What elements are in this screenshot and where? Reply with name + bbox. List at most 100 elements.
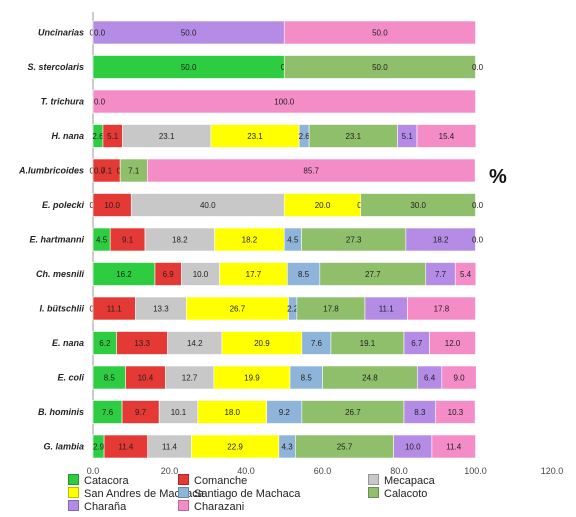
data-label: 2.6: [299, 132, 311, 141]
legend-swatch: [68, 487, 79, 498]
data-label: 8.5: [298, 270, 310, 279]
data-label: 13.3: [153, 305, 169, 314]
data-label: 0.0: [472, 63, 484, 72]
category-label: T. trichura: [41, 97, 84, 107]
data-label: 23.1: [247, 132, 263, 141]
data-label: 9.1: [122, 236, 134, 245]
x-tick-label: 100.0: [464, 466, 487, 476]
data-label: 50.0: [372, 63, 388, 72]
data-label: 9.2: [279, 408, 291, 417]
data-label: 18.2: [242, 236, 258, 245]
x-tick-label: 120.0: [541, 466, 564, 476]
legend-swatch: [178, 487, 189, 498]
category-labels: Uncinarias S. stercolaris T. trichura H. na…: [18, 28, 85, 452]
category-label: Ch. mesnili: [36, 269, 85, 279]
data-label: 6.9: [163, 270, 175, 279]
data-label: 6.7: [411, 339, 423, 348]
data-label: 17.7: [246, 270, 262, 279]
data-label: 6.2: [99, 339, 111, 348]
data-label: 8.3: [414, 408, 426, 417]
data-label: 0.0: [94, 29, 106, 38]
data-label: 8.5: [104, 374, 116, 383]
data-label: 85.7: [303, 167, 319, 176]
data-label: 16.2: [116, 270, 132, 279]
data-label: 7.6: [102, 408, 114, 417]
category-label: B. hominis: [38, 407, 84, 417]
legend-item: Calacoto: [368, 487, 427, 500]
category-label: H. nana: [51, 131, 84, 141]
legend-item: Mecapaca: [368, 474, 435, 487]
data-label: 7.7: [435, 270, 447, 279]
data-label: 26.7: [345, 408, 361, 417]
data-label: 2.6: [92, 132, 104, 141]
legend-item: Catacora: [68, 474, 129, 487]
legend-label: Charaña: [84, 501, 126, 513]
x-tick-label: 20.0: [161, 466, 179, 476]
legend-item: Comanche: [178, 474, 247, 487]
data-label: 5.1: [107, 132, 119, 141]
category-label: Uncinarias: [38, 28, 84, 38]
unit-label: %: [489, 166, 507, 189]
data-label: 12.7: [182, 374, 198, 383]
data-label: 11.1: [379, 305, 395, 314]
legend-item: Charazani: [178, 500, 244, 513]
category-label: E. nana: [52, 338, 84, 348]
category-label: G. lambia: [43, 442, 84, 452]
legend-item: Charaña: [68, 500, 126, 513]
data-label: 18.2: [433, 236, 449, 245]
legend-label: Charazani: [194, 501, 244, 513]
data-label: 10.3: [448, 408, 464, 417]
data-label: 27.3: [346, 236, 362, 245]
legend-swatch: [368, 487, 379, 498]
data-label: 50.0: [181, 29, 197, 38]
legend-label: Catacora: [84, 475, 129, 487]
data-label: 23.1: [159, 132, 175, 141]
data-label: 25.7: [337, 443, 353, 452]
data-label: 2.9: [93, 443, 105, 452]
data-label: 27.7: [365, 270, 381, 279]
data-label: 20.0: [315, 201, 331, 210]
legend-label: Santiago de Machaca: [194, 488, 300, 500]
data-label: 4.3: [282, 443, 294, 452]
data-label: 0.0: [472, 236, 484, 245]
legend-swatch: [68, 474, 79, 485]
data-label: 8.5: [301, 374, 313, 383]
data-label: 7.1: [128, 167, 140, 176]
data-label: 0.0: [94, 98, 106, 107]
data-label: 23.1: [346, 132, 362, 141]
data-label: 10.4: [138, 374, 154, 383]
data-label: 13.3: [134, 339, 150, 348]
data-label: 4.5: [96, 236, 108, 245]
data-label: 100.0: [274, 98, 295, 107]
data-label: 19.1: [360, 339, 376, 348]
data-label: 10.0: [104, 201, 120, 210]
category-label: S. stercolaris: [27, 62, 84, 72]
category-label: E. hartmanni: [29, 235, 84, 245]
category-label: E. polecki: [42, 200, 85, 210]
data-label: 20.9: [254, 339, 270, 348]
legend-swatch: [68, 500, 79, 511]
data-label: 11.4: [446, 443, 462, 452]
data-label: 17.8: [434, 305, 450, 314]
bars: 0.050.050.00.050.00.050.00.0100.00.02.65…: [89, 21, 483, 458]
data-label: 22.9: [227, 443, 243, 452]
data-label: 40.0: [200, 201, 216, 210]
data-label: 12.0: [445, 339, 461, 348]
data-label: 0.0: [94, 167, 106, 176]
data-label: 50.0: [181, 63, 197, 72]
data-label: 10.1: [171, 408, 187, 417]
data-label: 18.2: [172, 236, 188, 245]
data-label: 15.4: [439, 132, 455, 141]
legend-swatch: [178, 474, 189, 485]
data-label: 10.0: [405, 443, 421, 452]
legend-swatch: [178, 500, 189, 511]
data-label: 30.0: [410, 201, 426, 210]
data-label: 5.1: [402, 132, 414, 141]
data-label: 11.4: [162, 443, 178, 452]
legend-label: Comanche: [194, 475, 247, 487]
data-label: 9.7: [135, 408, 147, 417]
legend-label: Calacoto: [384, 488, 427, 500]
data-label: 24.8: [362, 374, 378, 383]
data-label: 18.0: [224, 408, 240, 417]
